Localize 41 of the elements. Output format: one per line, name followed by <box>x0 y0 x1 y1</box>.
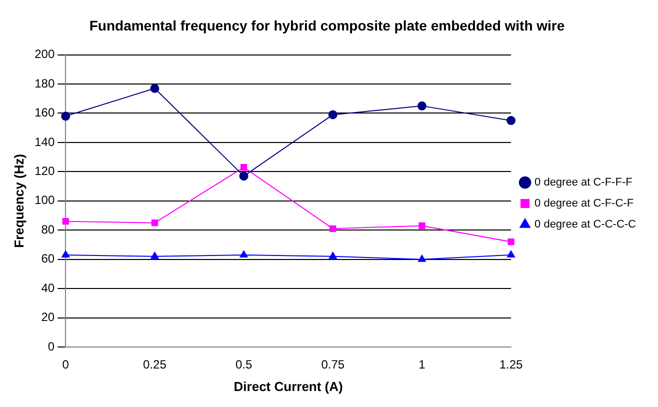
legend-label: 0 degree at C-F-C-F <box>534 198 634 210</box>
y-tick-label: 60 <box>41 252 55 266</box>
point <box>150 252 159 259</box>
point <box>330 225 336 232</box>
y-tick-label: 100 <box>34 193 55 208</box>
legend-label: 0 degree at C-F-F-F <box>534 176 633 189</box>
x-tick-label: 0 <box>62 358 70 372</box>
x-axis-title: Direct Current (A) <box>234 378 343 394</box>
point <box>506 116 516 126</box>
y-tick-label: 160 <box>34 106 55 120</box>
y-tick-label: 120 <box>34 164 55 178</box>
point <box>328 252 337 259</box>
y-tick-label: 180 <box>34 76 55 90</box>
y-tick-label: 0 <box>48 339 55 354</box>
x-tick-label: 0.5 <box>235 358 252 372</box>
point <box>507 250 515 258</box>
y-axis-title: Frequency (Hz) <box>11 154 26 248</box>
y-tick-label: 200 <box>34 47 55 62</box>
point <box>151 219 158 226</box>
y-tick-label: 140 <box>34 134 55 149</box>
point <box>418 254 426 262</box>
x-tick-label: 0.75 <box>321 358 345 372</box>
chart-title: Fundamental frequency for hybrid composite plate embedded with wire <box>89 17 565 34</box>
point <box>62 218 69 225</box>
x-tick-label: 0.25 <box>143 358 167 372</box>
x-tick-label: 1 <box>418 358 426 372</box>
point <box>240 164 248 171</box>
point <box>239 172 248 181</box>
point <box>417 101 426 110</box>
point <box>508 238 514 246</box>
point <box>240 250 248 258</box>
point <box>150 84 160 93</box>
point <box>61 112 70 121</box>
legend-label: 0 degree at C-C-C-C <box>534 218 636 231</box>
x-tick-label: 1.25 <box>499 358 524 372</box>
point <box>328 110 338 120</box>
point <box>418 222 426 230</box>
y-tick-label: 20 <box>41 310 55 324</box>
point <box>62 250 70 258</box>
y-tick-label: 80 <box>41 222 55 236</box>
y-tick-label: 40 <box>41 280 55 295</box>
